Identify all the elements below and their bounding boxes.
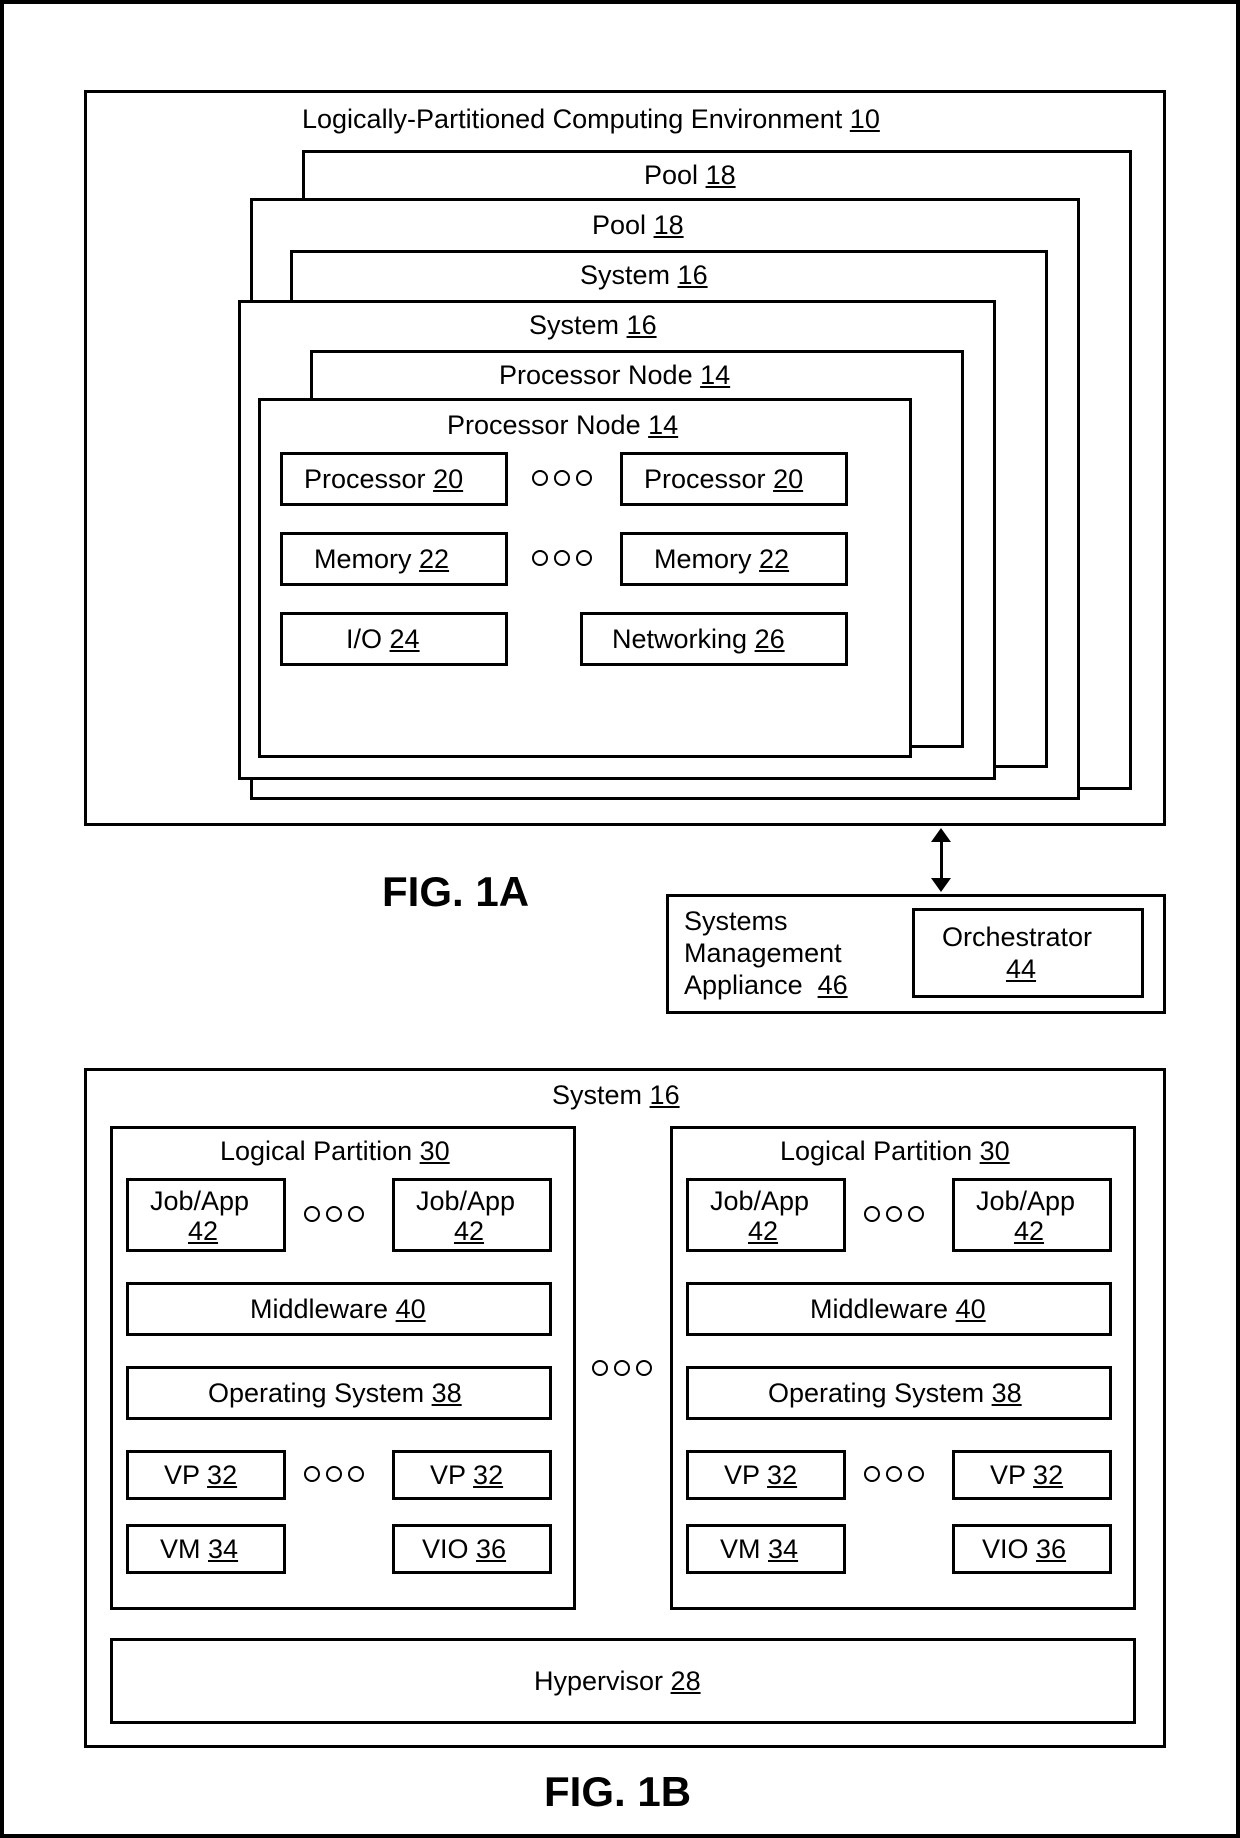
sma-line2: Management (684, 938, 842, 969)
figb-system-label: System 16 (552, 1080, 680, 1111)
system-label-front: System 16 (529, 310, 657, 341)
env-ref: 10 (850, 104, 880, 134)
job-text-rr: Job/App (976, 1186, 1075, 1217)
lp-label-left: Logical Partition 30 (220, 1136, 450, 1167)
mw-label-r: Middleware 40 (810, 1294, 986, 1325)
dots-icon (304, 1206, 364, 1222)
pnode-label-back: Processor Node 14 (499, 360, 730, 391)
mw-label-l: Middleware 40 (250, 1294, 426, 1325)
memory-label-left: Memory 22 (314, 544, 449, 575)
dots-icon (532, 470, 592, 486)
os-label-l: Operating System 38 (208, 1378, 462, 1409)
sma-line3: Appliance 46 (684, 970, 848, 1001)
pnode-label-front: Processor Node 14 (447, 410, 678, 441)
vp-label-rl: VP 32 (724, 1460, 797, 1491)
fig-1a-caption: FIG. 1A (382, 868, 529, 916)
vp-label-lr: VP 32 (430, 1460, 503, 1491)
job-text-lr: Job/App (416, 1186, 515, 1217)
dots-icon (864, 1466, 924, 1482)
processor-label-left: Processor 20 (304, 464, 463, 495)
vm-label-l: VM 34 (160, 1534, 238, 1565)
system-label-back: System 16 (580, 260, 708, 291)
job-text-rl: Job/App (710, 1186, 809, 1217)
orch-ref: 44 (1006, 954, 1036, 985)
job-ref-lr: 42 (454, 1216, 484, 1247)
env-text: Logically-Partitioned Computing Environm… (302, 104, 842, 134)
dots-icon (304, 1466, 364, 1482)
io-label: I/O 24 (346, 624, 420, 655)
vio-label-r: VIO 36 (982, 1534, 1066, 1565)
job-ref-ll: 42 (188, 1216, 218, 1247)
env-label: Logically-Partitioned Computing Environm… (302, 104, 880, 135)
sma-line1: Systems (684, 906, 788, 937)
processor-label-right: Processor 20 (644, 464, 803, 495)
hypervisor-label: Hypervisor 28 (534, 1666, 701, 1697)
double-arrow-icon (940, 840, 943, 880)
vm-label-r: VM 34 (720, 1534, 798, 1565)
job-ref-rl: 42 (748, 1216, 778, 1247)
job-ref-rr: 42 (1014, 1216, 1044, 1247)
vio-label-l: VIO 36 (422, 1534, 506, 1565)
lp-label-right: Logical Partition 30 (780, 1136, 1010, 1167)
dots-icon (592, 1360, 652, 1376)
dots-icon (864, 1206, 924, 1222)
dots-icon (532, 550, 592, 566)
page: Logically-Partitioned Computing Environm… (0, 0, 1240, 1838)
os-label-r: Operating System 38 (768, 1378, 1022, 1409)
pool-label-front: Pool 18 (592, 210, 684, 241)
job-text-ll: Job/App (150, 1186, 249, 1217)
fig-1b-caption: FIG. 1B (544, 1768, 691, 1816)
memory-label-right: Memory 22 (654, 544, 789, 575)
orch-text: Orchestrator (942, 922, 1092, 953)
vp-label-ll: VP 32 (164, 1460, 237, 1491)
networking-label: Networking 26 (612, 624, 785, 655)
pool-label-back: Pool 18 (644, 160, 736, 191)
vp-label-rr: VP 32 (990, 1460, 1063, 1491)
